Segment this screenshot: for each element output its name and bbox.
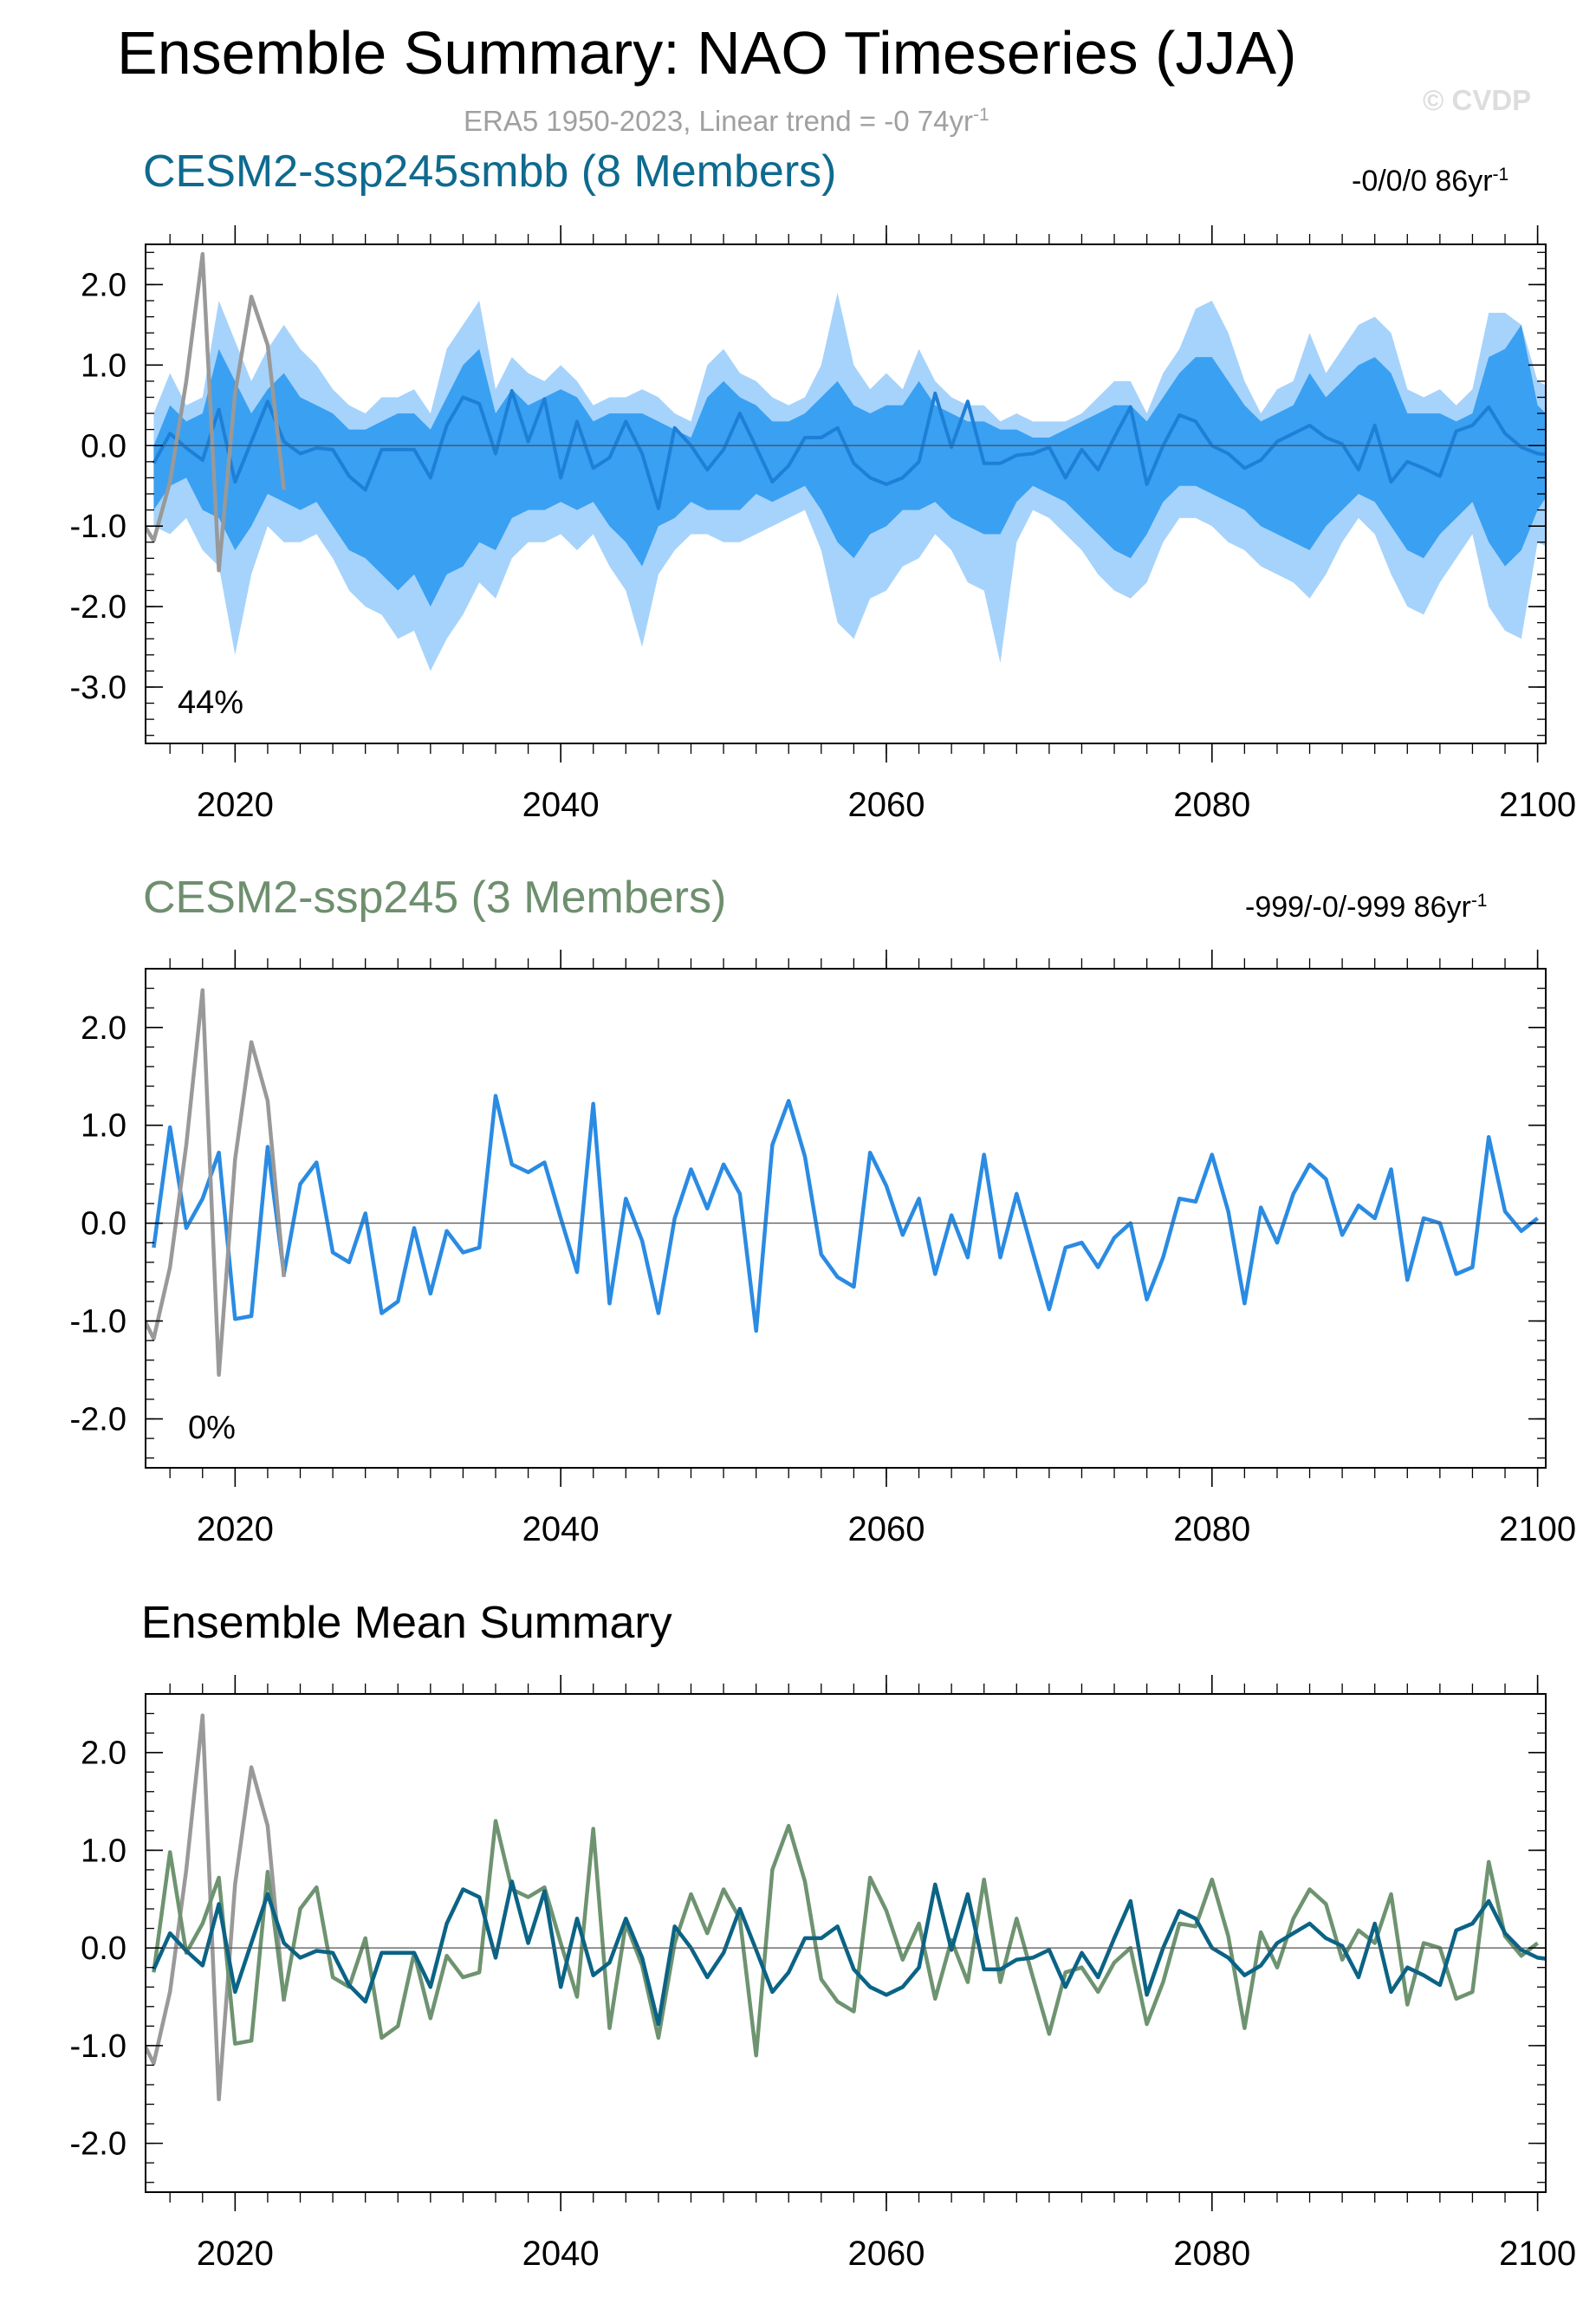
panel3-ytick-label: 2.0 [81,1736,127,1772]
mean-ssp245-line [152,1819,1539,2058]
ssp245-ensemble-line [152,1093,1539,1333]
panel3-xtick-label: 2100 [1499,2235,1576,2273]
era5-obs-line [146,1713,286,2102]
panel1-ytick-label: -2.0 [70,589,127,626]
panel3-plot-area [146,1713,1546,2102]
panel-smbb: 2.0 1.0 0.0 -1.0 -2.0 -3.0 2020 2040 2060 2080 210… [70,225,1576,824]
panel3-xtick-label: 2020 [197,2235,274,2273]
cvdp-watermark: © CVDP [1423,84,1531,116]
panel2-frame [145,968,1547,1469]
panel3-xtick-label: 2080 [1173,2235,1250,2273]
panel1-percent: 44% [178,685,243,721]
panel-ssp245: 2.0 1.0 0.0 -1.0 -2.0 2020 2040 2060 2080 2100 [70,950,1576,1548]
panel1-title: CESM2-ssp245smbb (8 Members) [143,146,836,197]
panel1-ytick-label: 1.0 [81,347,127,384]
panel2-ytick-label: 2.0 [81,1010,127,1047]
panel2-plot-area [146,988,1539,1377]
panel1-xtick-label: 2020 [197,786,274,824]
panel2-xtick-label: 2080 [1173,1510,1250,1548]
panel2-ytick-label: 0.0 [81,1206,127,1243]
panel2-xtick-label: 2100 [1499,1510,1576,1548]
era5-obs-line [146,251,286,573]
era5-obs-line [146,988,286,1377]
panel1-ytick-label: 0.0 [81,428,127,464]
panel2-xtick-label: 2020 [197,1510,274,1548]
panel1-ytick-label: 2.0 [81,267,127,303]
panel3-xtick-label: 2060 [847,2235,925,2273]
figure-subtitle: ERA5 1950-2023, Linear trend = -0 74yr-1 [464,105,989,137]
panel2-ytick-label: -1.0 [70,1304,127,1340]
panel1-xtick-label: 2040 [522,786,600,824]
panel-ensemble-mean: 2.0 1.0 0.0 -1.0 -2.0 2020 2040 2060 2080 2100 [70,1675,1576,2273]
panel3-frame [145,1693,1547,2193]
smbb-inner-spread-band [153,324,1546,607]
panel2-xtick-label: 2040 [522,1510,600,1548]
panel3-title: Ensemble Mean Summary [141,1598,672,1648]
panel1-xtick-label: 2080 [1173,786,1250,824]
panel2-xtick-label: 2060 [847,1510,925,1548]
panel3-ytick-label: -1.0 [70,2028,127,2065]
panel3-xtick-label: 2040 [522,2235,600,2273]
panel1-trend: -0/0/0 86yr-1 [1352,165,1508,198]
panel1-ytick-label: -3.0 [70,670,127,706]
panel2-ytick-label: 1.0 [81,1108,127,1145]
panel1-xtick-label: 2100 [1499,786,1576,824]
panel3-ytick-label: 0.0 [81,1930,127,1967]
panel2-ytick-label: -2.0 [70,1402,127,1438]
panel3-ytick-label: -2.0 [70,2126,127,2163]
mean-smbb-line [152,1879,1546,2027]
panel1-xtick-label: 2060 [847,786,925,824]
panel2-title: CESM2-ssp245 (3 Members) [143,873,726,923]
smbb-ensemble-mean-line [152,389,1546,510]
figure-title: Ensemble Summary: NAO Timeseries (JJA) [117,19,1296,87]
panel2-trend: -999/-0/-999 86yr-1 [1245,891,1488,924]
panel3-ytick-label: 1.0 [81,1833,127,1869]
panel1-plot-area [146,251,1546,672]
panel1-ytick-label: -1.0 [70,509,127,545]
panel2-percent: 0% [188,1410,236,1446]
